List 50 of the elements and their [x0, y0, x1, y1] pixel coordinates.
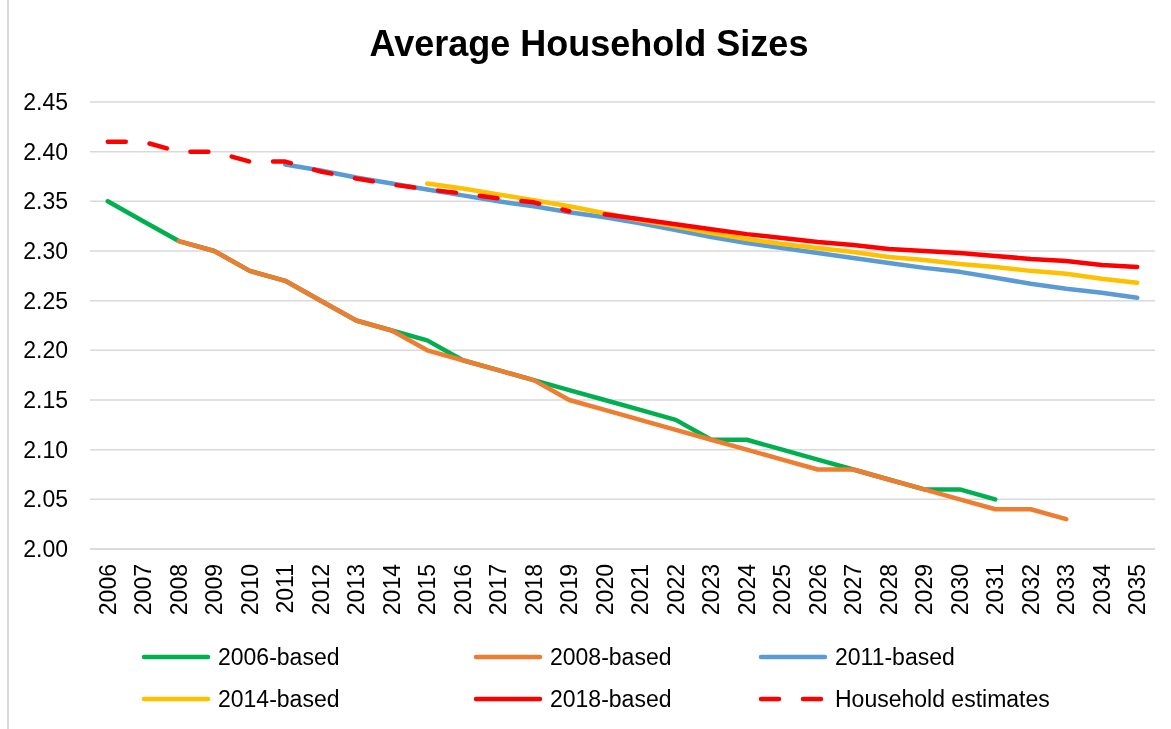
x-tick-label: 2025 [769, 564, 796, 616]
y-tick-label: 2.15 [23, 387, 68, 414]
x-tick-label: 2022 [662, 564, 689, 616]
y-tick-label: 2.25 [23, 287, 68, 314]
y-tick-label: 2.00 [23, 536, 68, 563]
x-tick-label: 2028 [875, 564, 902, 616]
x-tick-label: 2024 [733, 563, 760, 616]
x-tick-label: 2014 [378, 563, 405, 616]
x-tick-label: 2029 [911, 564, 938, 616]
x-tick-label: 2034 [1088, 563, 1115, 616]
legend-label: 2008-based [550, 643, 672, 671]
x-tick-label: 2006 [94, 564, 121, 616]
x-tick-label: 2035 [1124, 564, 1151, 616]
x-tick-label: 2011 [272, 564, 299, 614]
y-tick-label: 2.45 [23, 89, 68, 116]
x-tick-label: 2020 [591, 564, 618, 616]
x-tick-label: 2030 [946, 564, 973, 616]
x-tick-label: 2018 [520, 564, 547, 616]
y-tick-label: 2.40 [23, 138, 68, 165]
x-tick-label: 2026 [804, 564, 831, 616]
y-tick-label: 2.35 [23, 188, 68, 215]
line-series [176, 238, 1069, 522]
x-tick-label: 2019 [556, 564, 583, 616]
x-tick-label: 2012 [307, 564, 334, 616]
y-tick-label: 2.30 [23, 238, 68, 265]
x-tick-label: 2027 [840, 564, 867, 616]
x-tick-label: 2032 [1017, 564, 1044, 616]
x-tick-label: 2033 [1053, 564, 1080, 616]
x-tick-label: 2031 [982, 564, 1009, 616]
legend-label: 2006-based [218, 643, 340, 671]
legend-label: 2014-based [218, 685, 340, 713]
chart-title: Average Household Sizes [368, 22, 810, 66]
x-tick-label: 2015 [414, 564, 441, 616]
legend-label: 2018-based [550, 685, 672, 713]
x-tick-label: 2013 [343, 564, 370, 616]
x-tick-label: 2023 [698, 564, 725, 616]
legend-label: Household estimates [835, 685, 1050, 713]
line-series [105, 139, 572, 214]
x-tick-label: 2010 [236, 564, 263, 616]
x-tick-label: 2021 [627, 564, 654, 616]
legend-label: 2011-based [835, 643, 955, 671]
x-tick-label: 2017 [485, 564, 512, 616]
y-tick-label: 2.05 [23, 486, 68, 513]
x-tick-label: 2016 [449, 564, 476, 616]
x-tick-label: 2009 [201, 564, 228, 616]
line-series [602, 212, 1140, 270]
y-tick-label: 2.10 [23, 436, 68, 463]
x-tick-label: 2007 [130, 564, 157, 616]
x-tick-label: 2008 [165, 564, 192, 616]
y-tick-label: 2.20 [23, 337, 68, 364]
